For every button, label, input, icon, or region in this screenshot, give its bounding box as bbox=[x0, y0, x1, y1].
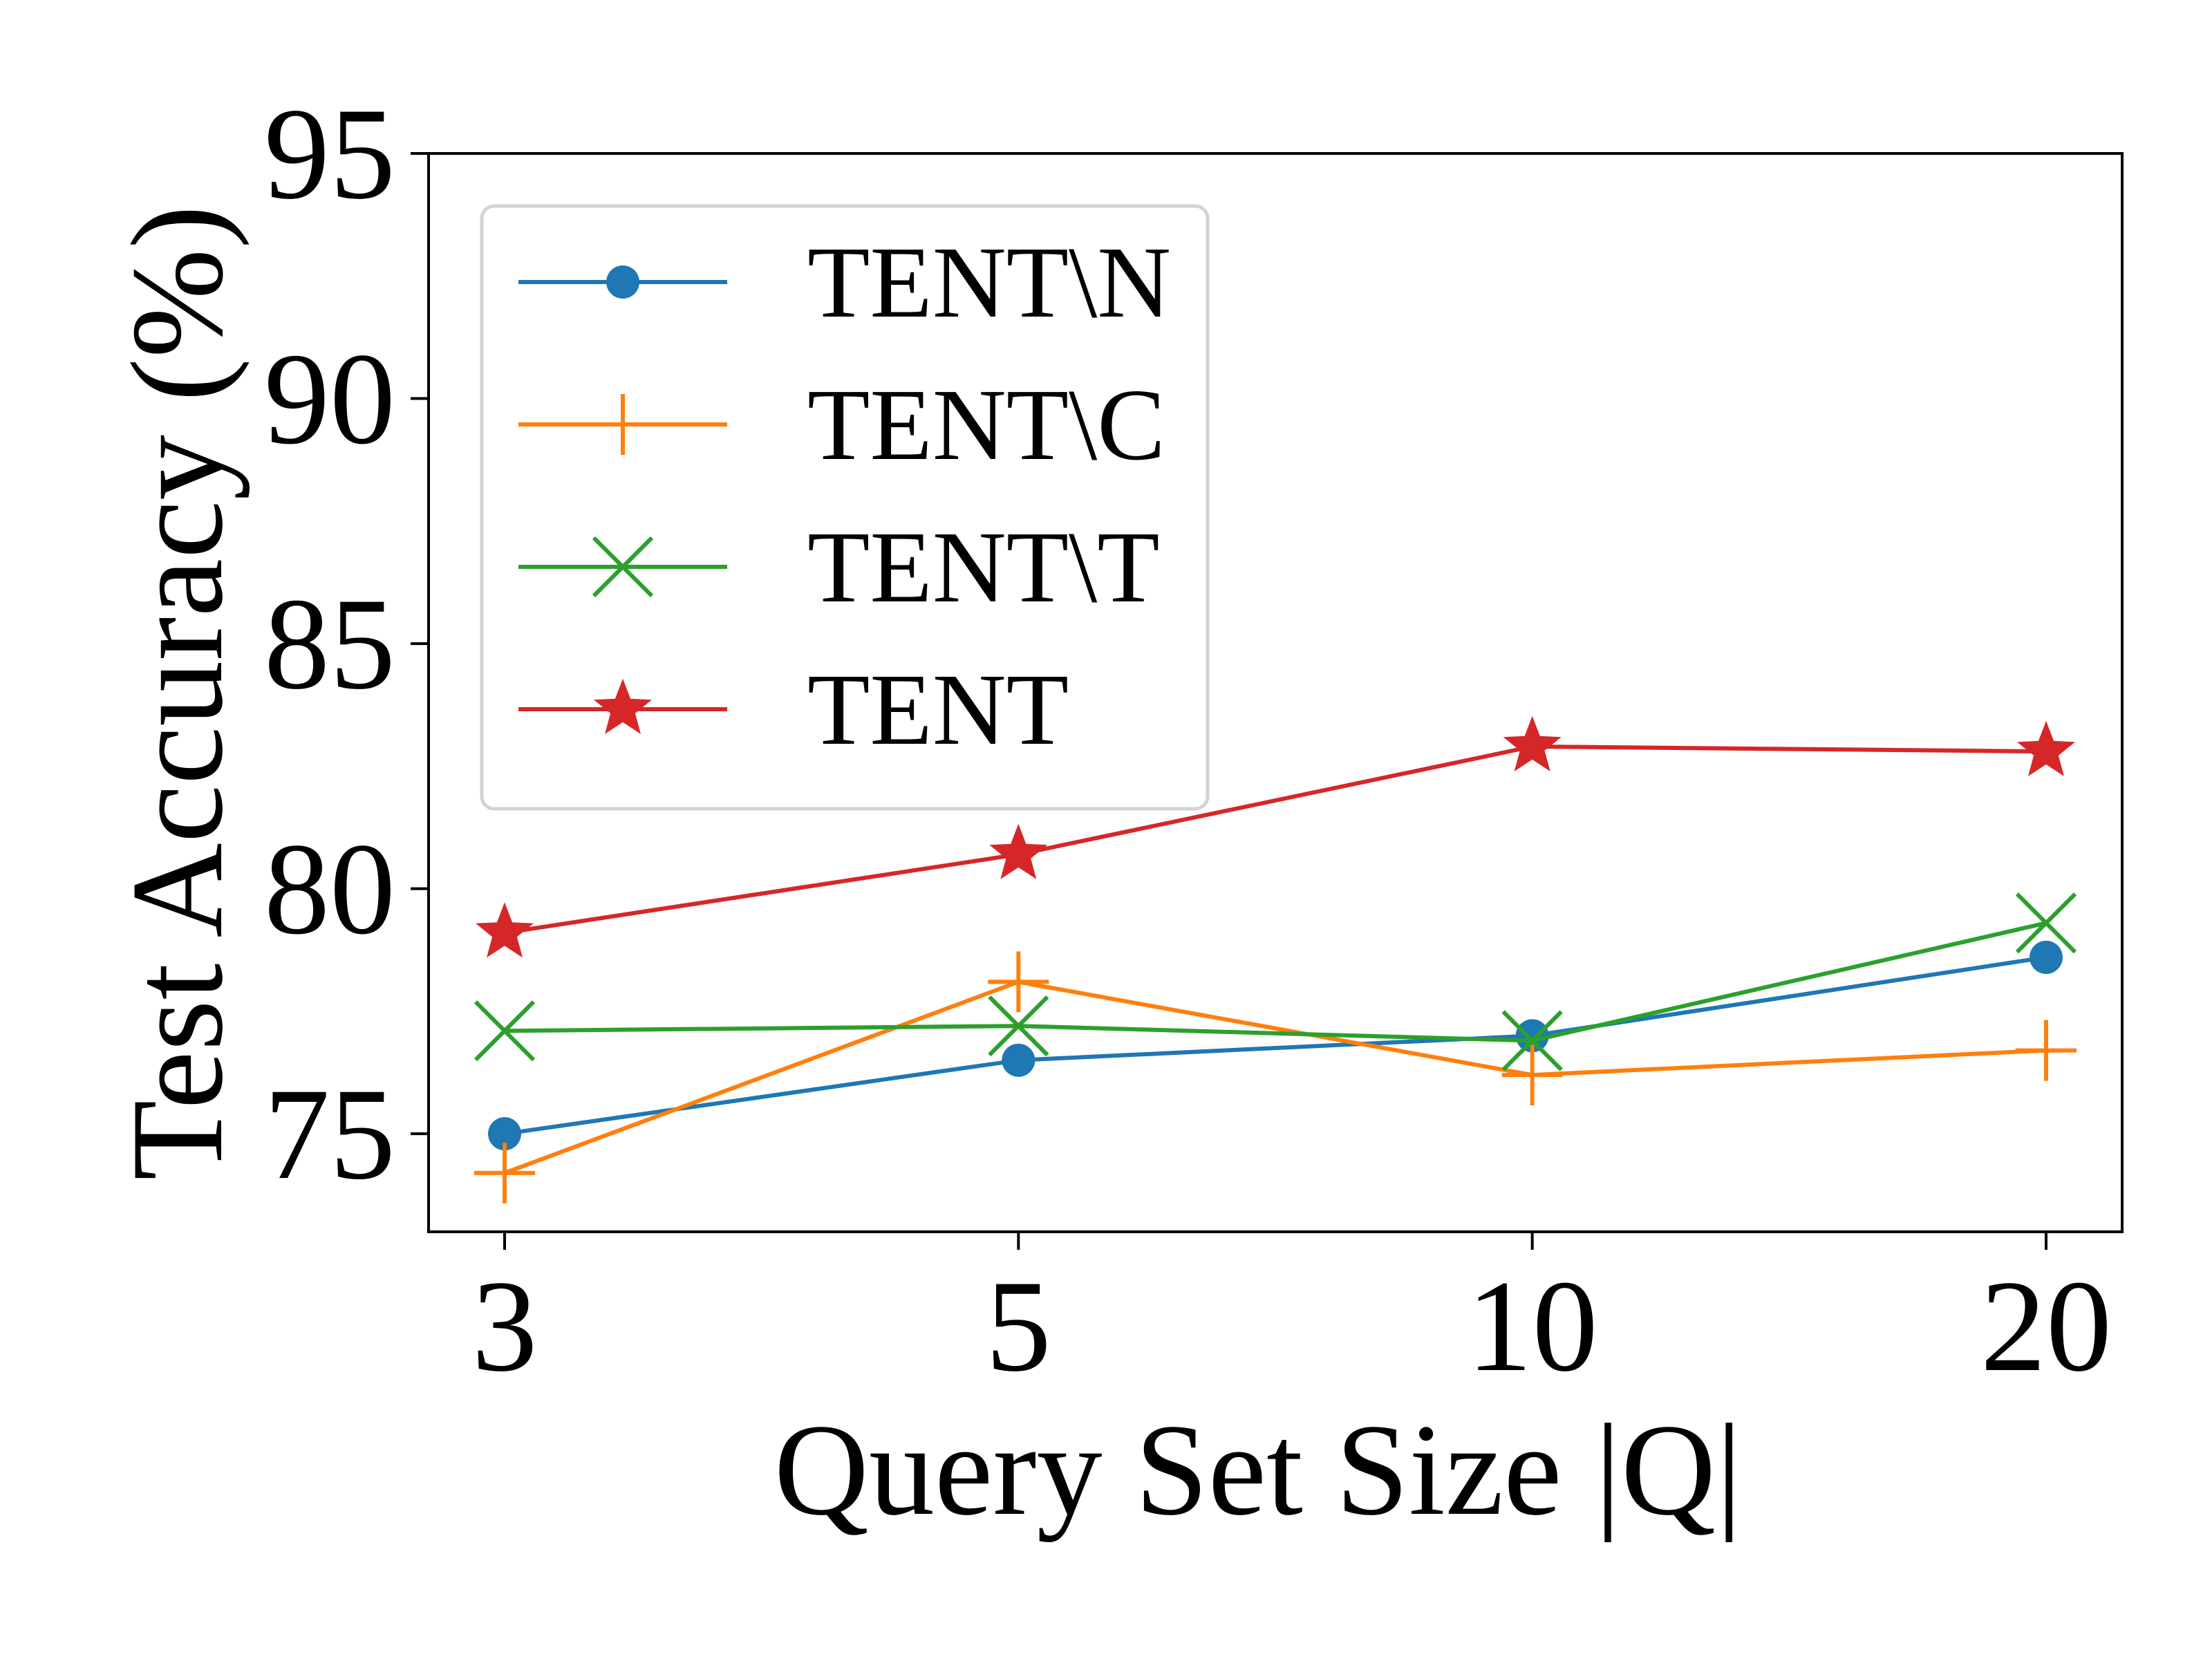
legend-box bbox=[480, 204, 1210, 811]
series-line-0 bbox=[504, 955, 2047, 1136]
x-tick-label-20: 20 bbox=[1980, 1254, 2112, 1399]
plot-frame bbox=[427, 152, 2124, 1233]
series-2 bbox=[474, 892, 2077, 1071]
x-axis: 3 5 10 20 bbox=[472, 1232, 2112, 1399]
series-line-1 bbox=[503, 980, 2047, 1175]
data-point-3-2 bbox=[1503, 715, 1562, 771]
data-point-1-0 bbox=[474, 1142, 535, 1203]
data-point-2-3 bbox=[2015, 892, 2077, 954]
y-tick-label-85: 85 bbox=[264, 572, 395, 717]
series-layer bbox=[474, 715, 2077, 1203]
y-axis-title: Test Accuracy (%) bbox=[105, 205, 250, 1181]
x-tick-label-3: 3 bbox=[472, 1254, 538, 1399]
legend-marker-2 bbox=[592, 536, 654, 598]
y-tick-label-95: 95 bbox=[264, 82, 395, 227]
series-0 bbox=[488, 940, 2063, 1151]
x-tick-label-10: 10 bbox=[1467, 1254, 1598, 1399]
data-point-3-1 bbox=[989, 823, 1048, 879]
data-point-0-2 bbox=[1515, 1019, 1549, 1053]
legend-marker-0 bbox=[606, 265, 639, 299]
data-point-0-1 bbox=[1002, 1043, 1035, 1077]
data-point-2-0 bbox=[474, 1000, 536, 1062]
legend-label-1: TENT\C bbox=[807, 368, 1165, 482]
data-point-1-2 bbox=[1501, 1044, 1563, 1106]
x-axis-title: Query Set Size |Q| bbox=[774, 1398, 1743, 1543]
data-point-2-2 bbox=[1501, 1010, 1563, 1071]
data-point-0-0 bbox=[488, 1117, 521, 1151]
legend: TENT\N TENT\C TENT\T TENT bbox=[480, 204, 1210, 811]
y-axis: 75 80 85 90 95 bbox=[264, 82, 429, 1207]
y-tick-label-75: 75 bbox=[264, 1062, 395, 1207]
y-tick-label-80: 80 bbox=[264, 817, 395, 962]
series-line-2 bbox=[504, 921, 2047, 1043]
data-point-3-3 bbox=[2016, 720, 2076, 776]
legend-label-0: TENT\N bbox=[807, 226, 1171, 339]
data-point-0-3 bbox=[2030, 940, 2063, 974]
legend-label-3: TENT bbox=[807, 653, 1069, 767]
x-tick-label-5: 5 bbox=[986, 1254, 1051, 1399]
x-axis-title-text: Query Set Size |Q| bbox=[774, 1398, 1743, 1543]
legend-marker-3 bbox=[594, 678, 652, 734]
data-point-1-1 bbox=[988, 951, 1049, 1013]
legend-marker-1 bbox=[592, 394, 653, 455]
y-tick-label-90: 90 bbox=[264, 327, 395, 472]
series-line-3 bbox=[504, 744, 2047, 935]
series-3 bbox=[475, 715, 2076, 958]
data-point-1-3 bbox=[2016, 1020, 2077, 1081]
legend-label-2: TENT\T bbox=[807, 511, 1160, 624]
data-point-2-1 bbox=[988, 995, 1049, 1057]
data-point-3-0 bbox=[475, 902, 534, 958]
series-1 bbox=[474, 951, 2077, 1203]
